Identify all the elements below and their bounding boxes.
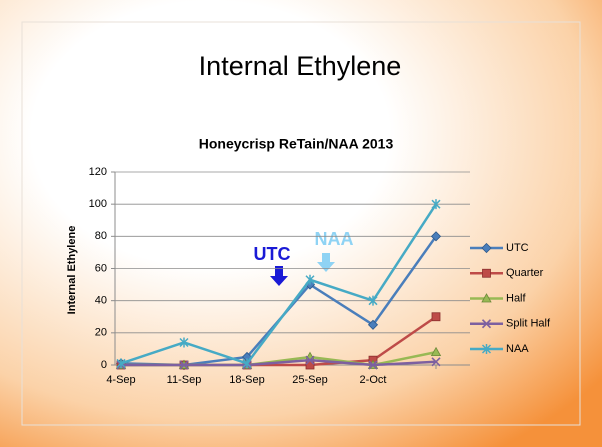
- marker: [430, 231, 442, 242]
- annotation: NAA: [315, 229, 354, 249]
- marker: [431, 312, 441, 322]
- annotation: UTC: [254, 244, 291, 264]
- y-tick-label: 0: [101, 359, 107, 371]
- marker: [242, 358, 252, 369]
- marker: [179, 360, 189, 370]
- line: [120, 203, 438, 365]
- marker: [367, 319, 379, 330]
- legend-marker: [482, 268, 491, 278]
- legend-marker: [481, 344, 492, 354]
- x-tick-label: 18-Sep: [229, 374, 264, 386]
- legend-label: Half: [506, 292, 527, 304]
- legend-marker: [481, 242, 492, 254]
- marker: [179, 337, 189, 348]
- y-tick-label: 100: [89, 198, 107, 210]
- marker: [430, 346, 442, 357]
- y-tick-label: 120: [89, 166, 107, 178]
- series: [116, 199, 441, 369]
- annotation-arrow: [317, 253, 335, 272]
- legend-label: Split Half: [506, 318, 551, 330]
- legend-label: UTC: [506, 242, 529, 254]
- legend-label: NAA: [506, 343, 529, 355]
- x-tick-label: 11-Sep: [167, 374, 202, 386]
- slide-frame: [21, 21, 581, 426]
- x-tick-label: 4-Sep: [106, 374, 135, 386]
- marker: [368, 360, 378, 370]
- y-tick-label: 60: [95, 262, 107, 274]
- slide-title: Internal Ethylene: [199, 51, 402, 81]
- marker: [431, 199, 441, 210]
- y-tick-label: 20: [95, 327, 107, 339]
- legend-label: Quarter: [506, 267, 544, 279]
- legend-marker: [481, 293, 492, 303]
- annotation-arrow: [270, 266, 288, 286]
- marker: [368, 295, 378, 306]
- marker: [305, 355, 315, 365]
- chart-title: Honeycrisp ReTain/NAA 2013: [199, 136, 394, 152]
- line: [121, 358, 437, 367]
- marker: [305, 274, 315, 285]
- x-tick-label: 2-Oct: [360, 374, 387, 386]
- marker: [431, 357, 441, 367]
- legend-marker: [481, 319, 492, 329]
- x-tick-label: 25-Sep: [292, 374, 327, 386]
- y-tick-label: 40: [95, 295, 107, 307]
- marker: [116, 358, 126, 369]
- y-tick-label: 80: [95, 230, 107, 242]
- y-axis-label: Internal Ethylene: [66, 226, 78, 315]
